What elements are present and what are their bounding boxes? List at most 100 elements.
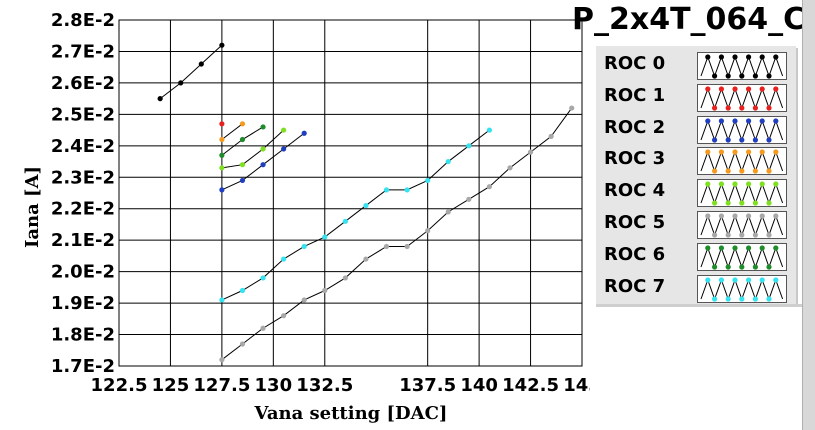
legend-swatch-marker [705, 54, 711, 60]
legend-item: ROC 6 [596, 241, 796, 271]
y-tick-label: 2.1E-2 [51, 230, 115, 251]
legend-swatch-marker [766, 136, 772, 143]
legend-swatch-graphic [700, 149, 784, 174]
y-tick-label: 1.8E-2 [51, 325, 115, 346]
legend-swatch-marker [766, 200, 772, 206]
series-roc-5 [219, 105, 575, 363]
y-tick-label: 2.6E-2 [51, 73, 115, 94]
data-point [404, 243, 410, 250]
data-point [219, 165, 225, 171]
x-tick-label: 140 [460, 375, 498, 396]
legend-item: ROC 4 [596, 177, 796, 208]
legend-swatch [697, 211, 787, 239]
data-point [281, 146, 287, 152]
legend-label: ROC 6 [604, 243, 666, 265]
y-tick-label: 2.8E-2 [51, 10, 115, 31]
legend-swatch-graphic [700, 86, 784, 111]
data-point [219, 187, 225, 193]
x-tick-label: 137.5 [399, 375, 456, 396]
x-tick-label: 122.5 [91, 375, 148, 396]
legend-swatch-marker [773, 245, 779, 251]
series-line [221, 123, 243, 140]
y-tick-label: 1.7E-2 [51, 356, 115, 377]
series-line [221, 129, 490, 301]
legend-label: ROC 2 [604, 116, 666, 138]
data-point [322, 234, 328, 240]
data-point [342, 275, 348, 281]
legend-swatch-marker [712, 295, 718, 302]
legend-swatch-marker [746, 149, 752, 155]
legend-swatch [697, 83, 787, 112]
data-point [466, 143, 472, 149]
legend-swatch-line [700, 182, 784, 205]
legend-swatch-marker [712, 200, 718, 206]
legend-swatch-marker [705, 276, 711, 283]
legend-swatch-marker [759, 245, 765, 251]
series-roc-1 [219, 121, 225, 127]
data-point [486, 184, 492, 190]
legend-item: ROC 2 [596, 114, 796, 144]
legend-item: ROC 3 [596, 145, 796, 176]
legend-swatch-marker [746, 245, 752, 251]
legend-swatch-marker [752, 295, 758, 302]
legend-swatch-marker [773, 276, 779, 283]
series-layer [157, 42, 575, 363]
data-point [425, 177, 431, 184]
legend-swatch-marker [739, 200, 745, 206]
series-line [159, 44, 223, 100]
legend-swatch [697, 147, 787, 176]
data-point [569, 105, 575, 111]
legend-swatch-marker [773, 86, 779, 92]
data-point [363, 202, 369, 209]
y-tick-label: 2.0E-2 [51, 262, 115, 283]
series-roc-2 [219, 130, 307, 193]
legend-swatch-marker [773, 149, 779, 155]
legend-swatch-marker [759, 149, 765, 155]
legend-swatch [697, 179, 787, 208]
legend-swatch-marker [732, 54, 738, 60]
legend-swatch-marker [759, 181, 765, 187]
legend-swatch-marker [746, 181, 752, 187]
x-tick-label: 142.5 [502, 375, 559, 396]
data-point [281, 127, 287, 133]
y-axis-title: Iana [A] [22, 166, 43, 248]
legend-swatch-marker [739, 105, 745, 111]
data-point [198, 61, 204, 67]
legend-swatch-marker [739, 73, 745, 79]
window-edge [802, 0, 815, 430]
legend-shadow [596, 304, 802, 307]
series-roc-4 [219, 127, 287, 171]
legend-swatch-marker [746, 54, 752, 60]
legend-swatch-marker [773, 181, 779, 187]
data-point [239, 162, 246, 168]
legend-swatch-marker [752, 232, 758, 238]
legend-item: ROC 0 [596, 50, 796, 80]
x-tick-label: 125 [152, 375, 190, 396]
legend-label: ROC 4 [604, 180, 666, 202]
series-line [221, 129, 284, 169]
legend-item: ROC 7 [596, 273, 796, 303]
legend-swatch-marker [766, 105, 772, 111]
data-point [363, 256, 369, 262]
data-point [301, 243, 307, 250]
legend-swatch-marker [718, 149, 724, 155]
legend-swatch-line [700, 87, 784, 110]
legend-swatch-marker [746, 117, 752, 124]
legend-swatch-marker [725, 200, 731, 206]
legend-swatch-marker [725, 264, 731, 270]
legend-swatch-marker [712, 168, 718, 174]
legend-swatch-marker [732, 276, 738, 283]
legend-swatch-graphic [700, 54, 784, 79]
legend-swatch [697, 52, 787, 80]
legend-swatch-marker [705, 213, 711, 219]
data-point [281, 313, 287, 319]
y-tick-label: 2.4E-2 [51, 136, 115, 157]
legend-swatch-marker [718, 117, 724, 124]
legend-swatch [697, 274, 787, 303]
data-point [260, 162, 266, 168]
legend-swatch-marker [766, 264, 772, 270]
data-point [157, 96, 163, 102]
x-tick-label: 132.5 [296, 375, 353, 396]
legend-swatch-marker [732, 117, 738, 124]
legend-label: ROC 0 [604, 53, 666, 74]
